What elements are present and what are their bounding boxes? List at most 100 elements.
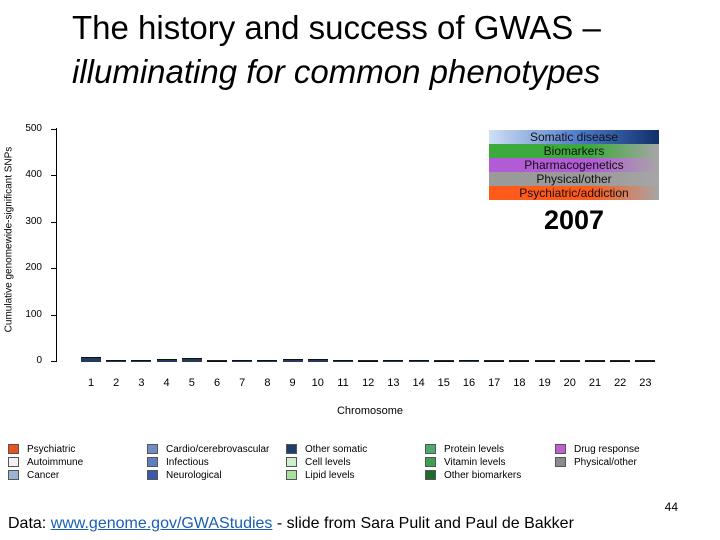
legend-swatch	[8, 470, 19, 481]
legend-label: Autoimmune	[27, 457, 84, 468]
y-tick-mark	[51, 268, 56, 270]
bar-chromosome-15	[433, 360, 454, 362]
x-tick-label: 7	[239, 377, 246, 389]
bar-chromosome-6	[207, 360, 227, 362]
title-line-1: The history and success of GWAS –	[72, 9, 601, 46]
legend-swatch	[147, 457, 158, 468]
x-tick-label: 4	[163, 377, 170, 389]
y-tick-label: 500	[25, 123, 42, 134]
legend-label: Lipid levels	[305, 470, 355, 481]
x-tick-label: 12	[362, 377, 375, 389]
legend-label: Other biomarkers	[444, 470, 522, 481]
trait-legend-item: Neurological	[147, 470, 222, 482]
category-legend-item: Somatic disease	[489, 130, 659, 144]
x-tick-label: 14	[412, 377, 425, 389]
trait-legend-item: Autoimmune	[8, 457, 83, 469]
y-tick-mark	[51, 361, 56, 362]
trait-legend-item: Cancer	[8, 470, 59, 482]
x-tick-label: 6	[213, 377, 221, 389]
x-tick-label: 11	[337, 377, 349, 389]
title-line-2: illuminating for common phenotypes	[72, 53, 601, 90]
legend-swatch	[8, 457, 19, 468]
bar-chromosome-22	[610, 360, 631, 362]
legend-swatch	[147, 444, 158, 455]
footer-link[interactable]: www.genome.gov/GWAStudies	[50, 515, 273, 532]
legend-swatch	[425, 470, 436, 481]
trait-legend-item: Cell levels	[286, 457, 351, 469]
legend-label: Protein levels	[444, 444, 505, 455]
x-tick-label: 16	[462, 377, 476, 389]
legend-swatch	[425, 457, 436, 468]
category-legend-item: Physical/other	[489, 172, 659, 186]
bar-chromosome-8	[257, 360, 278, 362]
bar-chromosome-9	[282, 359, 303, 362]
bar-chromosome-13	[383, 360, 404, 362]
footer: Data: www.genome.gov/GWAStudies - slide …	[8, 515, 574, 533]
y-tick-label: 200	[25, 262, 42, 274]
legend-label: Physical/other	[574, 457, 637, 468]
legend-label: Cancer	[27, 470, 60, 481]
x-tick-label: 5	[188, 377, 195, 389]
y-axis-line	[56, 128, 57, 362]
trait-legend-item: Drug response	[555, 444, 640, 456]
legend-label: Cell levels	[305, 457, 351, 468]
x-axis-label: Chromosome	[336, 405, 404, 417]
bar-chromosome-20	[559, 360, 580, 362]
bar-chromosome-14	[408, 360, 429, 362]
x-tick-label: 19	[538, 377, 551, 389]
category-legend-item: Pharmacogenetics	[489, 158, 659, 172]
bar-chromosome-12	[358, 360, 379, 362]
legend-label: Cardio/cerebrovascular	[166, 444, 270, 455]
y-tick-mark	[51, 314, 56, 316]
x-tick-label: 3	[138, 377, 145, 389]
y-tick-label: 300	[25, 215, 42, 227]
legend-label: Vitamin levels	[444, 457, 506, 468]
x-tick-label: 23	[639, 377, 652, 389]
category-legend: Somatic disease Biomarkers Pharmacogenetic…	[489, 130, 659, 200]
bar-chromosome-18	[509, 360, 530, 362]
trait-legend-item: Other somatic	[286, 444, 367, 456]
y-tick-label: 0	[36, 355, 42, 366]
legend-swatch	[555, 444, 566, 455]
trait-legend-item: Other biomarkers	[425, 470, 521, 482]
x-tick-label: 8	[264, 377, 271, 389]
legend-swatch	[425, 444, 436, 455]
bar-chromosome-11	[333, 360, 353, 362]
legend-label: Drug response	[574, 444, 640, 455]
bar-chromosome-4	[156, 359, 177, 362]
x-tick-label: 13	[387, 377, 400, 389]
y-tick-label: 100	[25, 308, 42, 320]
footer-prefix: Data:	[8, 515, 51, 532]
year-label: 2007	[543, 205, 605, 235]
bar-chromosome-16	[459, 360, 479, 362]
legend-swatch	[147, 470, 158, 481]
y-tick-mark	[51, 221, 56, 223]
x-tick-label: 10	[311, 377, 324, 389]
x-tick-label: 15	[437, 377, 450, 389]
legend-label: Infectious	[166, 457, 209, 468]
trait-legend-item: Cardio/cerebrovascular	[147, 444, 269, 456]
x-tick-label: 2	[113, 377, 120, 389]
bar-chromosome-21	[585, 360, 605, 362]
x-tick-label: 18	[513, 377, 526, 389]
bar-chromosome-17	[484, 360, 505, 362]
x-tick-label: 20	[563, 377, 576, 389]
x-tick-label: 17	[488, 377, 501, 389]
bar-chromosome-10	[307, 359, 328, 362]
bar-chromosome-3	[131, 360, 152, 362]
x-tick-label: 1	[87, 377, 95, 389]
bar-chromosome-1	[81, 357, 101, 362]
legend-swatch	[286, 457, 297, 468]
footer-suffix: - slide from Sara Pulit and Paul de Bakk…	[272, 515, 574, 532]
legend-label: Other somatic	[305, 444, 368, 455]
category-legend-item: Psychiatric/addiction	[489, 186, 659, 200]
bar-chromosome-7	[232, 360, 253, 362]
legend-swatch	[286, 444, 297, 455]
bar-chromosome-23	[635, 360, 656, 362]
y-tick-mark	[51, 129, 56, 130]
y-axis-label: Cumulative genomewide-significant SNPs	[3, 146, 15, 333]
x-tick-label: 9	[289, 377, 296, 389]
slide-title: The history and success of GWAS – illumi…	[72, 6, 712, 94]
legend-label: Neurological	[166, 470, 222, 481]
trait-legend-item: Infectious	[147, 457, 209, 469]
